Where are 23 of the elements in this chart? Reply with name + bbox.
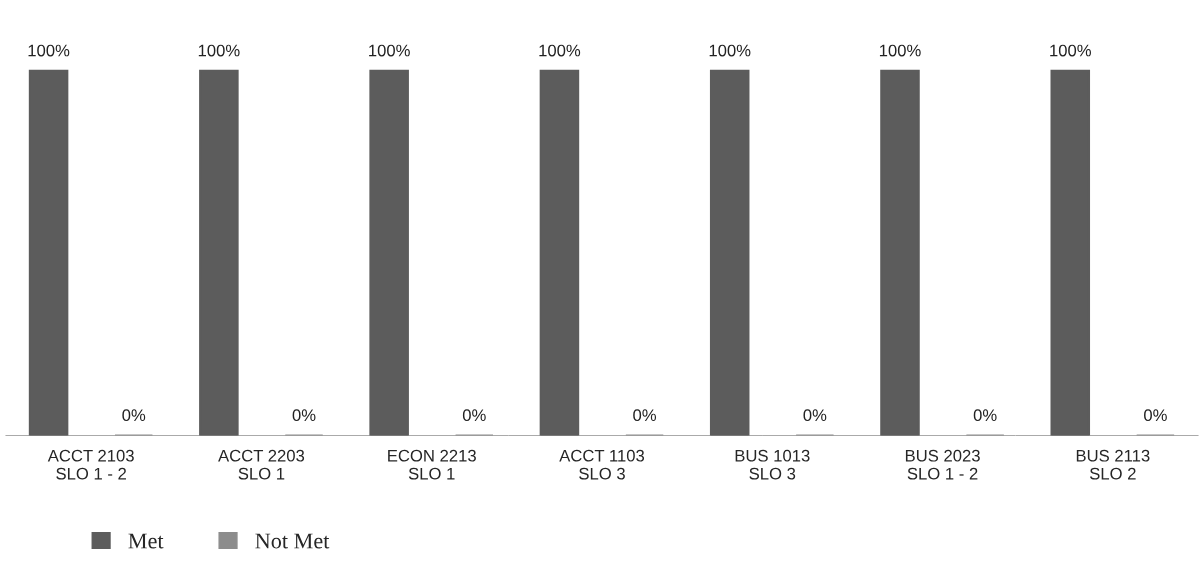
data-label: 0% [803, 409, 827, 422]
x-tick-label: ACCT 1103 SLO 3 [559, 449, 645, 480]
data-label: 100% [709, 44, 751, 57]
data-label: 100% [1050, 44, 1091, 57]
data-label: 100% [198, 44, 240, 57]
data-label: 100% [369, 44, 410, 57]
x-tick-label: ACCT 2203 SLO 1 [218, 449, 305, 480]
data-label: 0% [1144, 409, 1167, 422]
data-label: 100% [879, 44, 921, 57]
data-label: 0% [292, 409, 316, 422]
legend-label: Not Met [255, 533, 330, 549]
data-label: 0% [122, 409, 146, 422]
x-tick-label: BUS 2023 SLO 1 - 2 [905, 449, 980, 480]
data-label: 0% [462, 409, 486, 422]
x-tick-label: BUS 1013 SLO 3 [735, 449, 810, 480]
x-tick-label: ECON 2213 SLO 1 [388, 449, 476, 480]
x-tick-label: ACCT 2103 SLO 1 - 2 [47, 449, 134, 480]
x-tick-label: BUS 2113 SLO 2 [1076, 449, 1150, 480]
data-label: 100% [28, 44, 70, 57]
data-label: 0% [633, 409, 657, 422]
data-label: 0% [973, 409, 997, 422]
legend-label: Met [128, 533, 164, 549]
data-label: 100% [539, 44, 581, 57]
